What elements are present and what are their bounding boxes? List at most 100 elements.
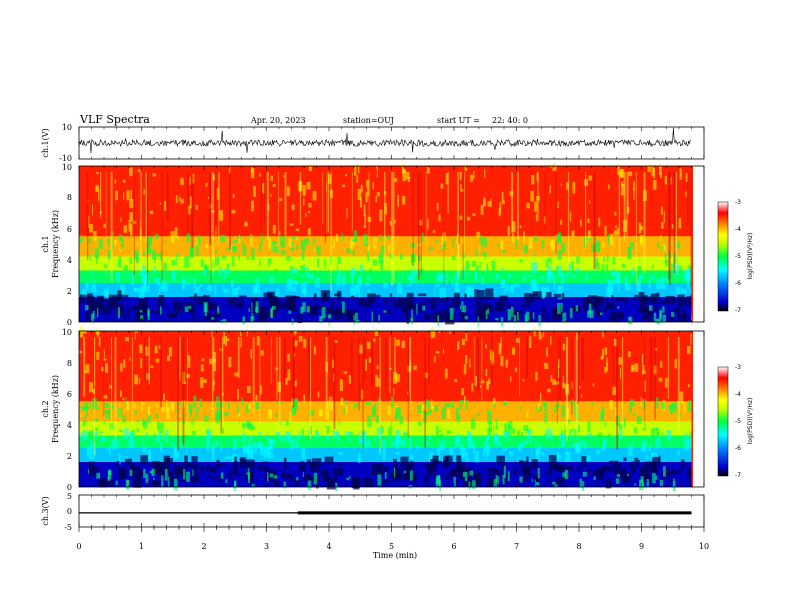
spectrogram-cell [118, 469, 125, 480]
spectrogram-cell [146, 373, 150, 380]
spectrogram-cell [189, 246, 195, 258]
spectrogram-cell [354, 312, 358, 323]
spectrogram-cell [101, 310, 111, 315]
spectrogram-cell [429, 246, 434, 250]
spectrogram-cell [598, 308, 602, 319]
spectrogram-cell [97, 407, 100, 410]
spectrogram-streak [105, 172, 107, 274]
spectrogram-cell [686, 296, 692, 306]
spectrogram-cell [333, 240, 335, 247]
spectrogram-cell [232, 194, 235, 198]
spectrogram-cell [501, 463, 504, 475]
spectrogram-cell [572, 444, 577, 447]
ch1-colorbar: -3 -4 -5 -6 -7 log(PSD)(V²/Hz) [717, 199, 754, 314]
spectrogram-cell [376, 463, 384, 476]
spectrogram-cell [93, 418, 99, 422]
spectrogram-cell [212, 380, 215, 386]
spectrogram-cell [416, 441, 418, 449]
spectrogram-streak [333, 337, 336, 429]
spectrogram-cell [618, 424, 624, 429]
spectrogram-cell [472, 443, 476, 453]
spectrogram-cell [79, 414, 82, 417]
spectrogram-cell [87, 303, 95, 313]
spectrogram-cell [665, 295, 675, 305]
spectrogram-cell [430, 399, 433, 411]
spectrogram-cell [673, 263, 679, 275]
spectrogram-cell [557, 401, 560, 408]
spectrogram-cell [141, 285, 146, 292]
spectrogram-cell [482, 252, 487, 255]
spectrogram-cell [122, 179, 126, 183]
spectrogram-streak [673, 172, 676, 274]
spectrogram-cell [373, 239, 375, 249]
spectrogram-cell [111, 440, 117, 450]
spectrogram-cell [200, 364, 204, 372]
spectrogram-cell [178, 196, 181, 202]
spectrogram-streak [687, 172, 689, 226]
spectrogram-cell [480, 244, 482, 255]
spectrogram-cell [186, 233, 191, 243]
spectrogram-cell [305, 271, 310, 277]
spectrogram-cell [110, 404, 114, 410]
spectrogram-cell [259, 385, 262, 395]
spectrogram-cell [596, 240, 601, 252]
spectrogram-cell [153, 277, 159, 284]
spectrogram-cell [488, 467, 491, 477]
spectrogram-cell [173, 478, 178, 491]
spectrogram-cell [289, 411, 292, 422]
spectrogram-cell [371, 311, 373, 322]
spectrogram-cell [191, 456, 198, 463]
spectrogram-cell [581, 456, 587, 468]
spectrogram-cell [661, 244, 666, 251]
spectrogram-cell [554, 477, 565, 486]
spectrogram-cell [404, 292, 406, 295]
spectrogram-cell [367, 293, 376, 303]
spectrogram-cell [238, 295, 247, 299]
spectrogram-cell [283, 175, 285, 178]
spectrogram-streak [424, 337, 426, 448]
spectrogram-cell [645, 461, 656, 471]
spectrogram-cell [163, 262, 167, 272]
spectrogram-cell [189, 196, 193, 209]
spectrogram-cell [330, 189, 333, 198]
spectrogram-cell [571, 274, 576, 279]
spectrogram-cell [247, 443, 254, 454]
spectrogram-cell [291, 296, 300, 300]
spectrogram-cell [473, 171, 475, 179]
spectrogram-cell [363, 269, 365, 277]
spectrogram-cell [192, 314, 195, 322]
spectrogram-cell [81, 238, 83, 242]
spectrogram-cell [342, 301, 345, 313]
spectrogram-cell [579, 385, 581, 389]
spectrogram-cell [648, 280, 651, 289]
spectrogram-cell [557, 302, 561, 314]
spectrogram-cell [432, 331, 436, 338]
spectrogram-cell [676, 287, 681, 295]
spectrogram-cell [434, 405, 439, 412]
spectrogram-cell [449, 330, 451, 335]
spectrogram-streak [114, 337, 117, 440]
spectrogram-cell [538, 276, 545, 280]
spectrogram-streak [559, 337, 561, 400]
spectrogram-cell [417, 293, 427, 297]
spectrogram-cell [524, 293, 532, 301]
spectrogram-cell [465, 286, 468, 296]
spectrogram-cell [458, 171, 462, 181]
spectrogram-streak [210, 172, 212, 284]
spectrogram-streak [310, 337, 312, 439]
spectrogram-cell [413, 365, 417, 370]
spectrogram-cell [187, 355, 191, 368]
spectrogram-streak [677, 337, 680, 432]
spectrogram-cell [92, 280, 97, 283]
spectrogram-cell [614, 225, 617, 228]
spectrogram-cell [434, 356, 436, 363]
spectrogram-cell [87, 293, 93, 303]
spectrogram-cell [665, 237, 667, 246]
spectrogram-streak [110, 172, 113, 283]
spectrogram-cell [377, 377, 381, 387]
spectrogram-cell [165, 263, 167, 269]
spectrogram-cell [211, 476, 218, 479]
spectrogram-cell [366, 478, 374, 487]
spectrogram-cell [482, 237, 487, 247]
